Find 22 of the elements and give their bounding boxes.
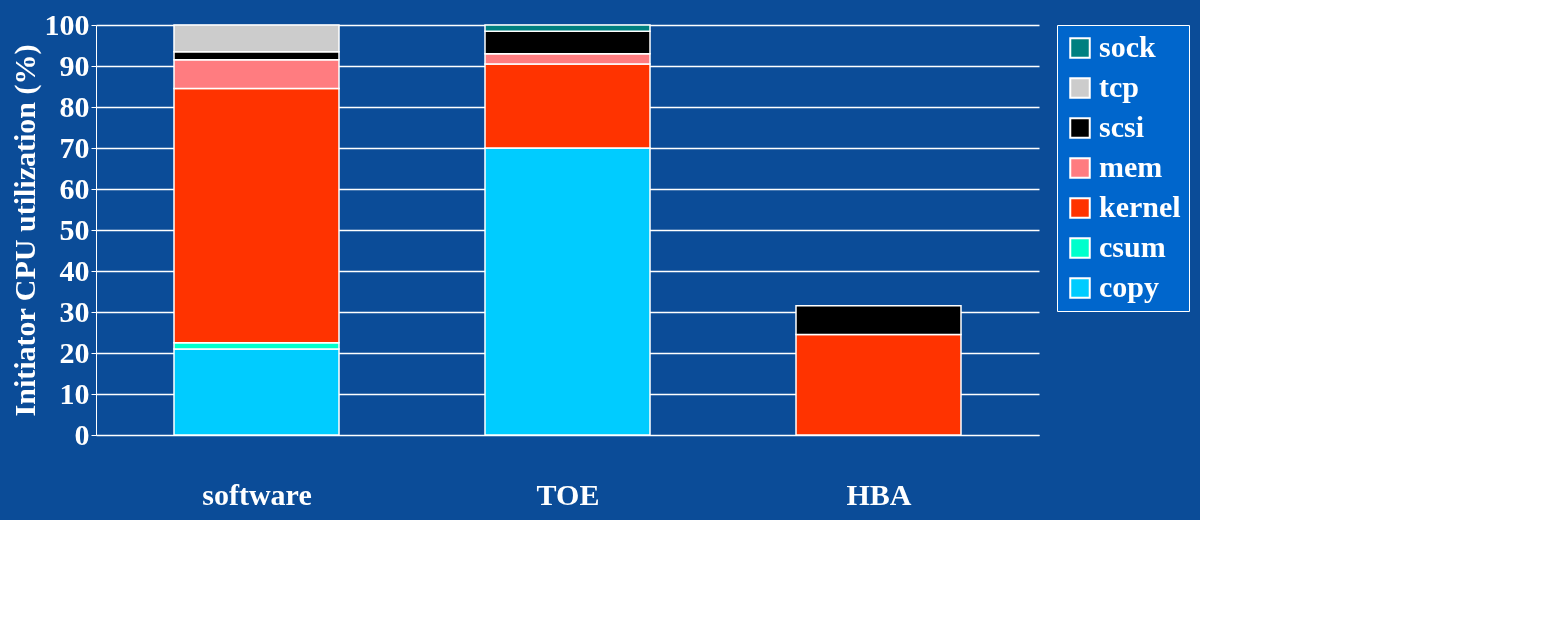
y-tick-label: 30 xyxy=(59,294,90,328)
y-tick-label: 50 xyxy=(59,212,90,246)
legend-label: mem xyxy=(1099,150,1163,183)
y-tick-label: 10 xyxy=(59,376,90,410)
y-tick-label: 100 xyxy=(44,7,90,41)
y-tick-label: 60 xyxy=(59,171,90,205)
y-tick-label: 80 xyxy=(59,89,90,123)
y-axis-title: Initiator CPU utilization (%) xyxy=(7,44,42,417)
x-tick-label: HBA xyxy=(846,477,912,511)
y-tick-label: 0 xyxy=(74,417,90,451)
legend-label: kernel xyxy=(1099,190,1181,223)
y-tick-label: 20 xyxy=(59,335,90,369)
y-tick-label: 70 xyxy=(59,130,90,164)
legend-label: tcp xyxy=(1099,70,1139,103)
legend-label: sock xyxy=(1099,30,1156,63)
y-tick-label: 40 xyxy=(59,253,90,287)
x-tick-label: TOE xyxy=(536,477,600,511)
y-tick-label: 90 xyxy=(59,48,90,82)
x-tick-label: software xyxy=(202,477,312,511)
legend-label: scsi xyxy=(1099,110,1144,143)
legend-label: csum xyxy=(1099,230,1166,263)
legend-label: copy xyxy=(1099,270,1159,303)
